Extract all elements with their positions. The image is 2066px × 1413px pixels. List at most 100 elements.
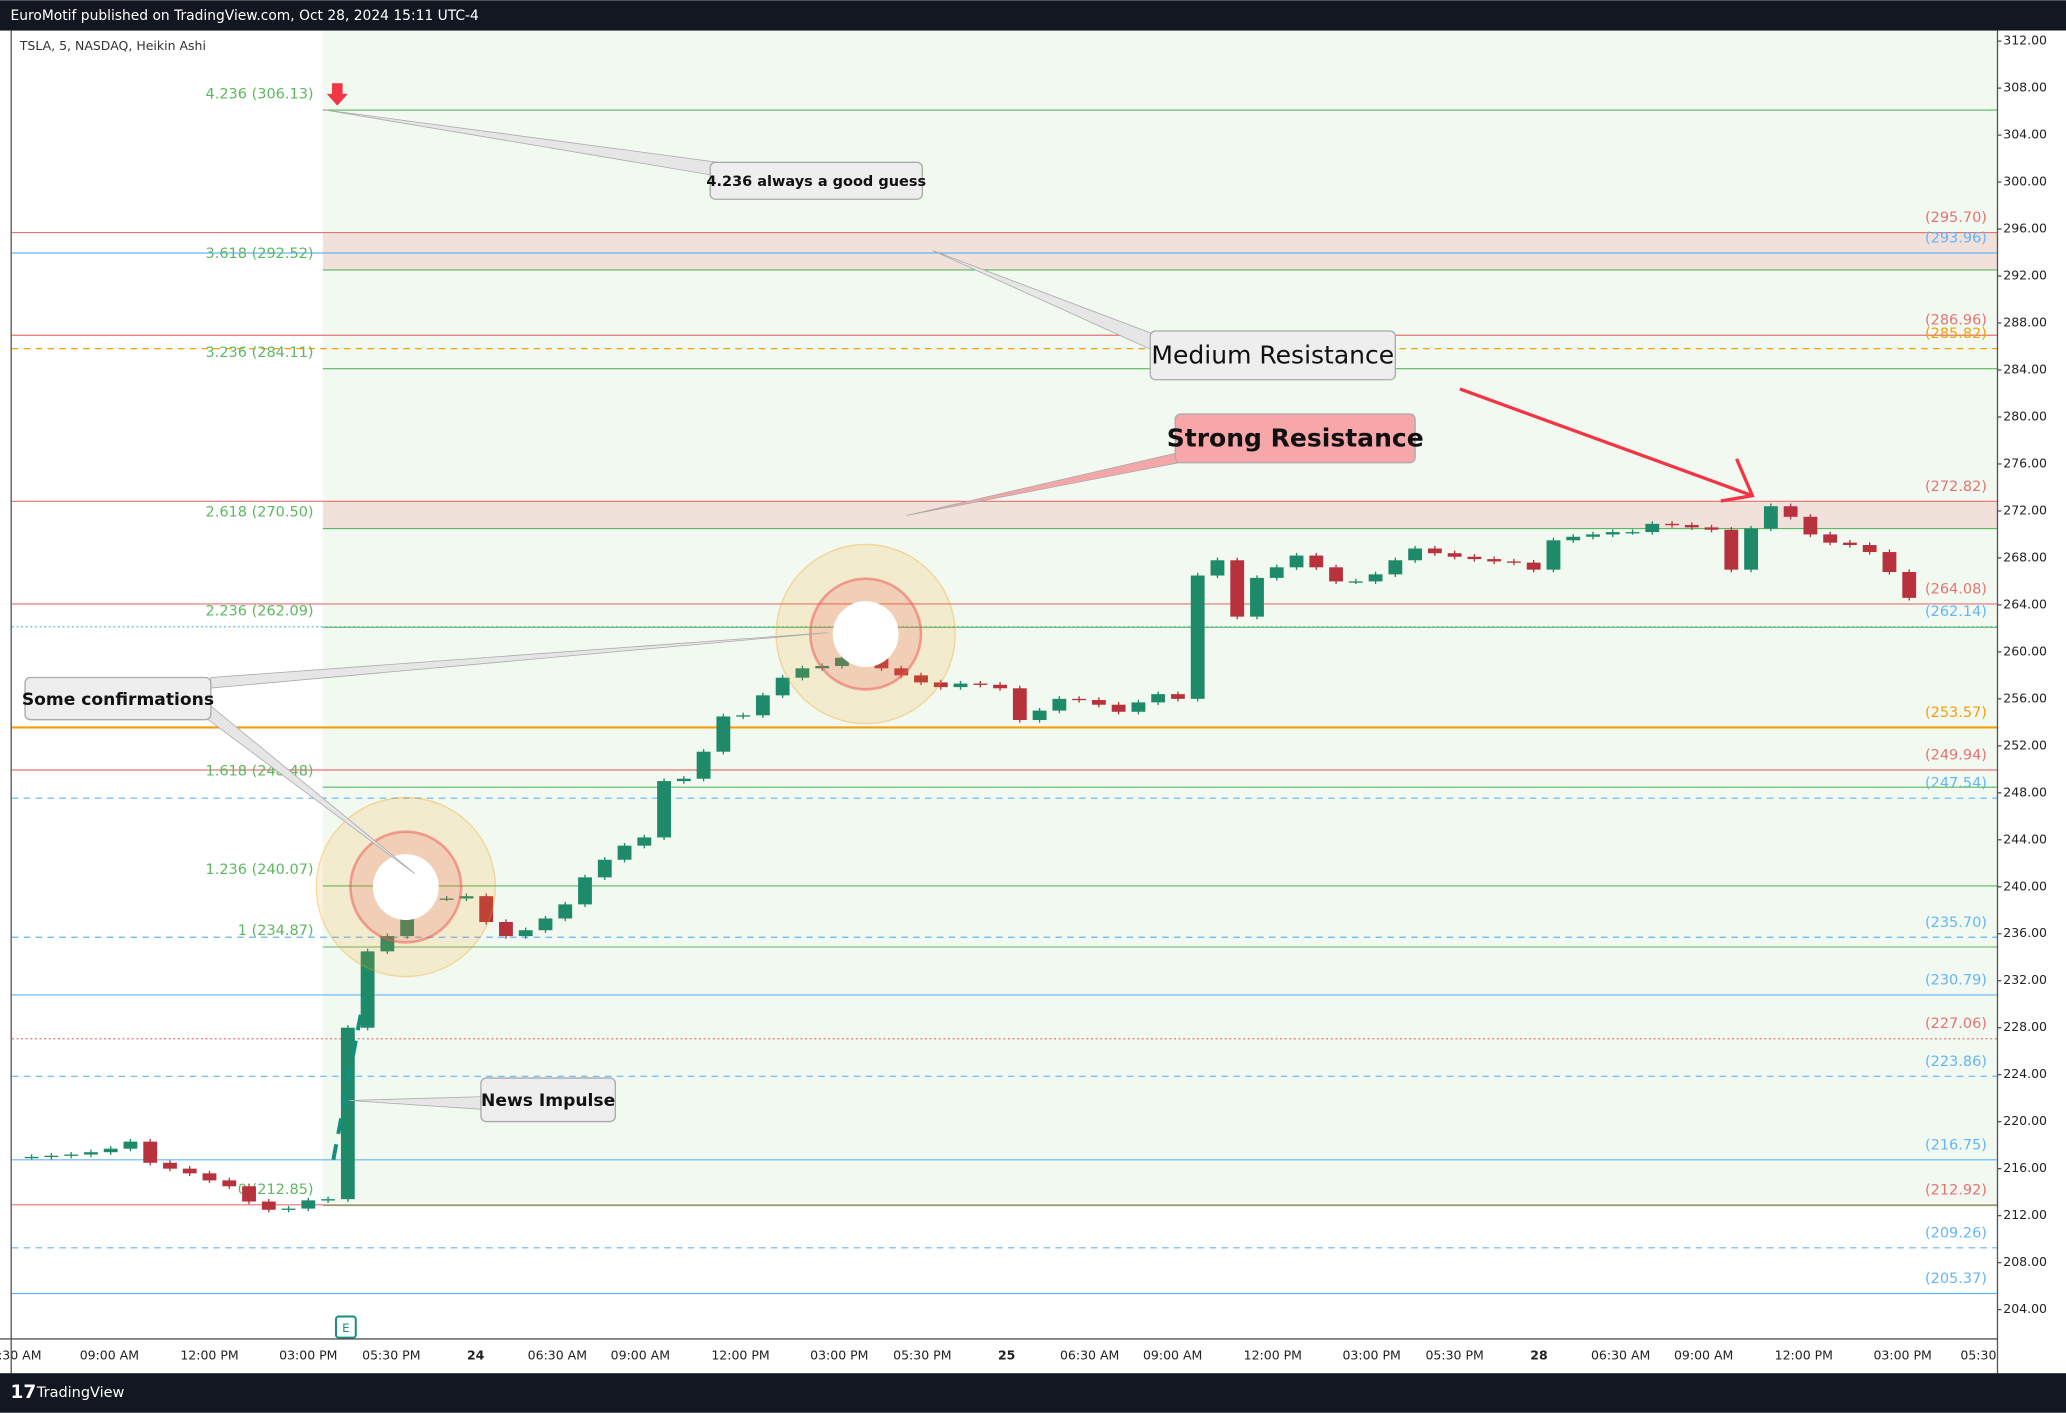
x-tick-label: 06:30 AM <box>0 1348 42 1363</box>
fib-label: 3.618 (292.52) <box>206 246 314 262</box>
level-label: (227.06) <box>1925 1016 1987 1032</box>
x-tick-label: 09:00 AM <box>1143 1348 1202 1363</box>
header-text: EuroMotif published on TradingView.com, … <box>11 8 479 24</box>
fib-label: 4.236 (306.13) <box>206 86 314 102</box>
candle <box>1842 542 1857 545</box>
x-tick-label: 12:00 PM <box>1775 1348 1833 1363</box>
footer-bar <box>0 1373 2066 1413</box>
y-tick-label: 232.00 <box>2003 972 2047 987</box>
candle <box>973 683 988 685</box>
x-tick-label: 12:00 PM <box>180 1348 238 1363</box>
candle <box>1566 536 1581 541</box>
y-tick-label: 264.00 <box>2003 596 2047 611</box>
fib-label: 3.236 (284.11) <box>206 345 314 361</box>
candle <box>1309 555 1324 568</box>
earnings-badge-box <box>335 1315 357 1339</box>
level-label: (262.14) <box>1925 604 1987 620</box>
down-arrow <box>326 83 348 106</box>
highlight-ring <box>372 854 439 920</box>
x-tick-label: 12:00 PM <box>711 1348 769 1363</box>
callout-text: Some confirmations <box>22 690 214 710</box>
candle <box>1724 529 1739 570</box>
candle <box>1763 506 1778 529</box>
x-tick-label: 24 <box>467 1348 485 1363</box>
candle <box>1427 548 1442 554</box>
fib-area <box>322 30 1998 1204</box>
candle <box>1230 560 1245 617</box>
candle <box>716 716 731 752</box>
arrow-line <box>1459 387 1753 498</box>
level-label: (286.96) <box>1925 313 1987 329</box>
level-label: (285.82) <box>1925 326 1987 342</box>
x-tick-label: 06:30 AM <box>528 1348 587 1363</box>
candle <box>1704 527 1719 530</box>
candle <box>222 1180 237 1187</box>
candle <box>1546 540 1561 570</box>
y-tick-label: 280.00 <box>2003 408 2047 423</box>
y-tick-label: 288.00 <box>2003 315 2047 330</box>
candle <box>1744 528 1759 570</box>
candle <box>835 657 849 666</box>
candle <box>914 675 928 683</box>
candle <box>1151 694 1166 703</box>
level-label: (247.54) <box>1925 776 1987 792</box>
candle <box>1467 556 1482 560</box>
candle <box>1329 567 1343 582</box>
level-label: (253.57) <box>1925 705 1987 721</box>
y-axis: 312.00 308.00 304.00 300.00 296.00 292.00 288.… <box>10 30 2066 1374</box>
candle <box>1526 562 1541 570</box>
level-label: (293.96) <box>1925 231 1987 247</box>
candle <box>1507 561 1521 563</box>
candle <box>1665 523 1679 526</box>
y-tick-label: 276.00 <box>2003 455 2047 470</box>
candle <box>1487 559 1502 562</box>
candle <box>1803 516 1818 535</box>
candle <box>1368 574 1383 582</box>
callout-text: Medium Resistance <box>1151 341 1394 370</box>
x-axis-band <box>0 1338 2066 1374</box>
x-tick-label: 09:00 AM <box>611 1348 670 1363</box>
x-tick-label: 05:30 PM <box>1425 1348 1483 1363</box>
candle <box>736 715 751 717</box>
resistance-zone <box>322 501 1998 529</box>
candle <box>44 1155 59 1158</box>
y-tick-label: 272.00 <box>2003 502 2047 517</box>
candle <box>24 1156 39 1159</box>
y-tick-label: 224.00 <box>2003 1066 2047 1081</box>
y-tick-label: 240.00 <box>2003 878 2047 893</box>
callout-box <box>1174 413 1416 464</box>
candle <box>1171 694 1185 699</box>
candle <box>499 922 513 937</box>
candle <box>894 668 909 676</box>
candle <box>1902 572 1917 598</box>
y-tick-label: 284.00 <box>2003 361 2047 376</box>
y-tick-label: 312.00 <box>2003 33 2047 48</box>
x-tick-label: 03:00 PM <box>1873 1348 1931 1363</box>
candle <box>321 1199 336 1201</box>
callout-text: Strong Resistance <box>1167 424 1424 453</box>
y-tick-label: 228.00 <box>2003 1019 2047 1034</box>
x-tick-label: 28 <box>1530 1348 1547 1363</box>
candle <box>202 1173 217 1181</box>
y-tick-label: 216.00 <box>2003 1160 2047 1175</box>
y-tick-label: 204.00 <box>2003 1301 2047 1316</box>
callout-box <box>480 1077 616 1123</box>
impulse-line <box>331 998 366 1161</box>
x-axis: 06:30 AM 09:00 AM 12:00 PM 03:00 PM 05:30 PM… <box>0 1338 2066 1374</box>
candle <box>1645 523 1660 533</box>
candle <box>479 896 494 923</box>
x-tick-label: 03:00 PM <box>810 1348 868 1363</box>
level-label: (216.75) <box>1925 1137 1987 1153</box>
candle <box>1111 704 1126 712</box>
header-bar <box>0 0 2066 31</box>
candle <box>1131 702 1146 712</box>
y-tick-label: 208.00 <box>2003 1254 2047 1269</box>
y-tick-label: 248.00 <box>2003 784 2047 799</box>
candle <box>1032 710 1047 720</box>
candle <box>538 918 553 931</box>
level-label: (264.08) <box>1925 581 1987 597</box>
level-label: (209.26) <box>1925 1225 1987 1241</box>
candle <box>637 837 652 846</box>
candle <box>597 859 612 878</box>
callout-text: 4.236 always a good guess <box>706 174 926 190</box>
